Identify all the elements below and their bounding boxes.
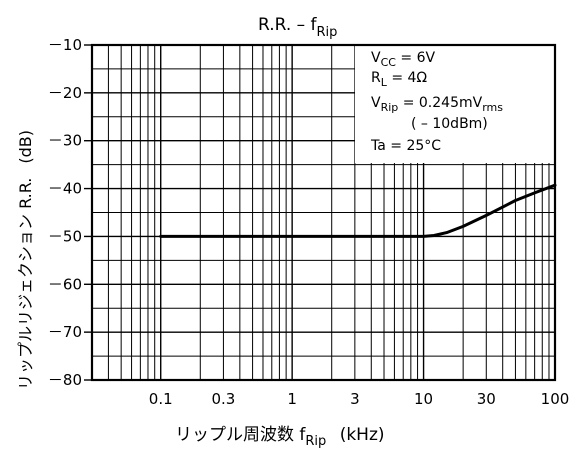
- plot-frame: [90, 43, 557, 382]
- series-line: [159, 183, 557, 238]
- x-axis-label-main: リップル周波数 f: [175, 425, 306, 445]
- x-tick-label: 0.1: [149, 390, 173, 408]
- ticks: －10 －20 －30 －40 －50 －60 －70 －80 0.1 0.3 1 3 10 30 100: [48, 36, 569, 408]
- y-axis-label: リップルリジェクション R.R. (dB): [16, 130, 35, 390]
- condition-line: ( – 10dBm): [411, 116, 488, 132]
- x-axis-label-unit: (kHz): [334, 425, 384, 445]
- x-axis-label: リップル周波数 fRip (kHz): [175, 425, 385, 449]
- y-tick-label: －70: [48, 323, 82, 341]
- y-tick-label: －30: [48, 132, 82, 150]
- chart-title-sub: Rip: [317, 25, 338, 40]
- x-tick-label: 10: [414, 390, 433, 408]
- y-tick-label: －80: [48, 371, 82, 389]
- condition-line: Ta = 25°C: [370, 138, 441, 154]
- condition-line: VCC = 6V: [371, 50, 435, 69]
- x-axis-label-sub: Rip: [305, 434, 326, 449]
- chart-title-main: R.R. – f: [258, 15, 318, 35]
- y-tick-label: －10: [48, 36, 82, 54]
- conditions-box: [355, 45, 555, 163]
- y-tick-label: －50: [48, 227, 82, 245]
- y-axis-label-unit: (dB): [16, 130, 35, 164]
- condition-line: RL = 4Ω: [371, 70, 427, 89]
- x-tick-label: 30: [477, 390, 496, 408]
- y-tick-label: －40: [48, 180, 82, 198]
- x-tick-label: 100: [541, 390, 570, 408]
- y-tick-label: －60: [48, 275, 82, 293]
- x-tick-label: 1: [287, 390, 297, 408]
- y-axis-label-text: リップルリジェクション R.R.: [16, 178, 35, 390]
- x-tick-label: 3: [350, 390, 360, 408]
- series-layer: [159, 183, 557, 238]
- y-tick-label: －20: [48, 84, 82, 102]
- chart-title: R.R. – fRip: [258, 15, 337, 40]
- x-tick-label: 0.3: [211, 390, 235, 408]
- condition-line: VRip = 0.245mVrms: [371, 95, 503, 114]
